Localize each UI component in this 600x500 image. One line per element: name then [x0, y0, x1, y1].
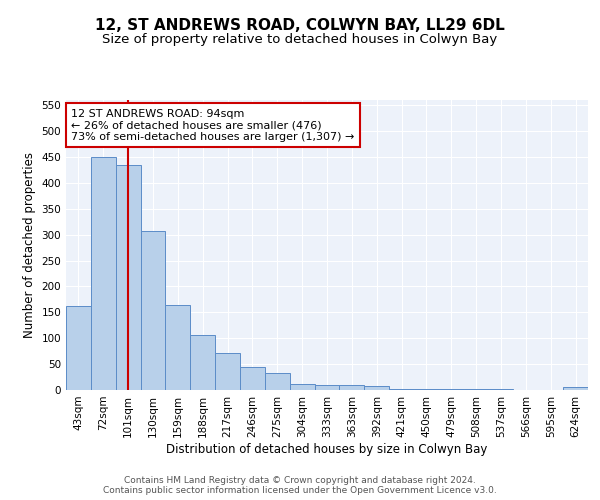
- Bar: [314, 385, 340, 390]
- Y-axis label: Number of detached properties: Number of detached properties: [23, 152, 36, 338]
- Bar: [265, 373, 290, 390]
- Bar: [66, 306, 91, 390]
- Bar: [166, 304, 190, 390]
- Bar: [290, 384, 314, 390]
- Bar: [364, 386, 389, 390]
- Bar: [91, 157, 116, 390]
- Bar: [240, 367, 265, 390]
- X-axis label: Distribution of detached houses by size in Colwyn Bay: Distribution of detached houses by size …: [166, 442, 488, 456]
- Bar: [563, 388, 588, 390]
- Text: 12 ST ANDREWS ROAD: 94sqm
← 26% of detached houses are smaller (476)
73% of semi: 12 ST ANDREWS ROAD: 94sqm ← 26% of detac…: [71, 108, 355, 142]
- Bar: [190, 334, 215, 390]
- Text: 12, ST ANDREWS ROAD, COLWYN BAY, LL29 6DL: 12, ST ANDREWS ROAD, COLWYN BAY, LL29 6D…: [95, 18, 505, 32]
- Bar: [140, 231, 166, 390]
- Bar: [116, 164, 140, 390]
- Bar: [414, 389, 439, 390]
- Text: Size of property relative to detached houses in Colwyn Bay: Size of property relative to detached ho…: [103, 32, 497, 46]
- Text: Contains HM Land Registry data © Crown copyright and database right 2024.
Contai: Contains HM Land Registry data © Crown c…: [103, 476, 497, 495]
- Bar: [389, 389, 414, 390]
- Bar: [215, 352, 240, 390]
- Bar: [340, 385, 364, 390]
